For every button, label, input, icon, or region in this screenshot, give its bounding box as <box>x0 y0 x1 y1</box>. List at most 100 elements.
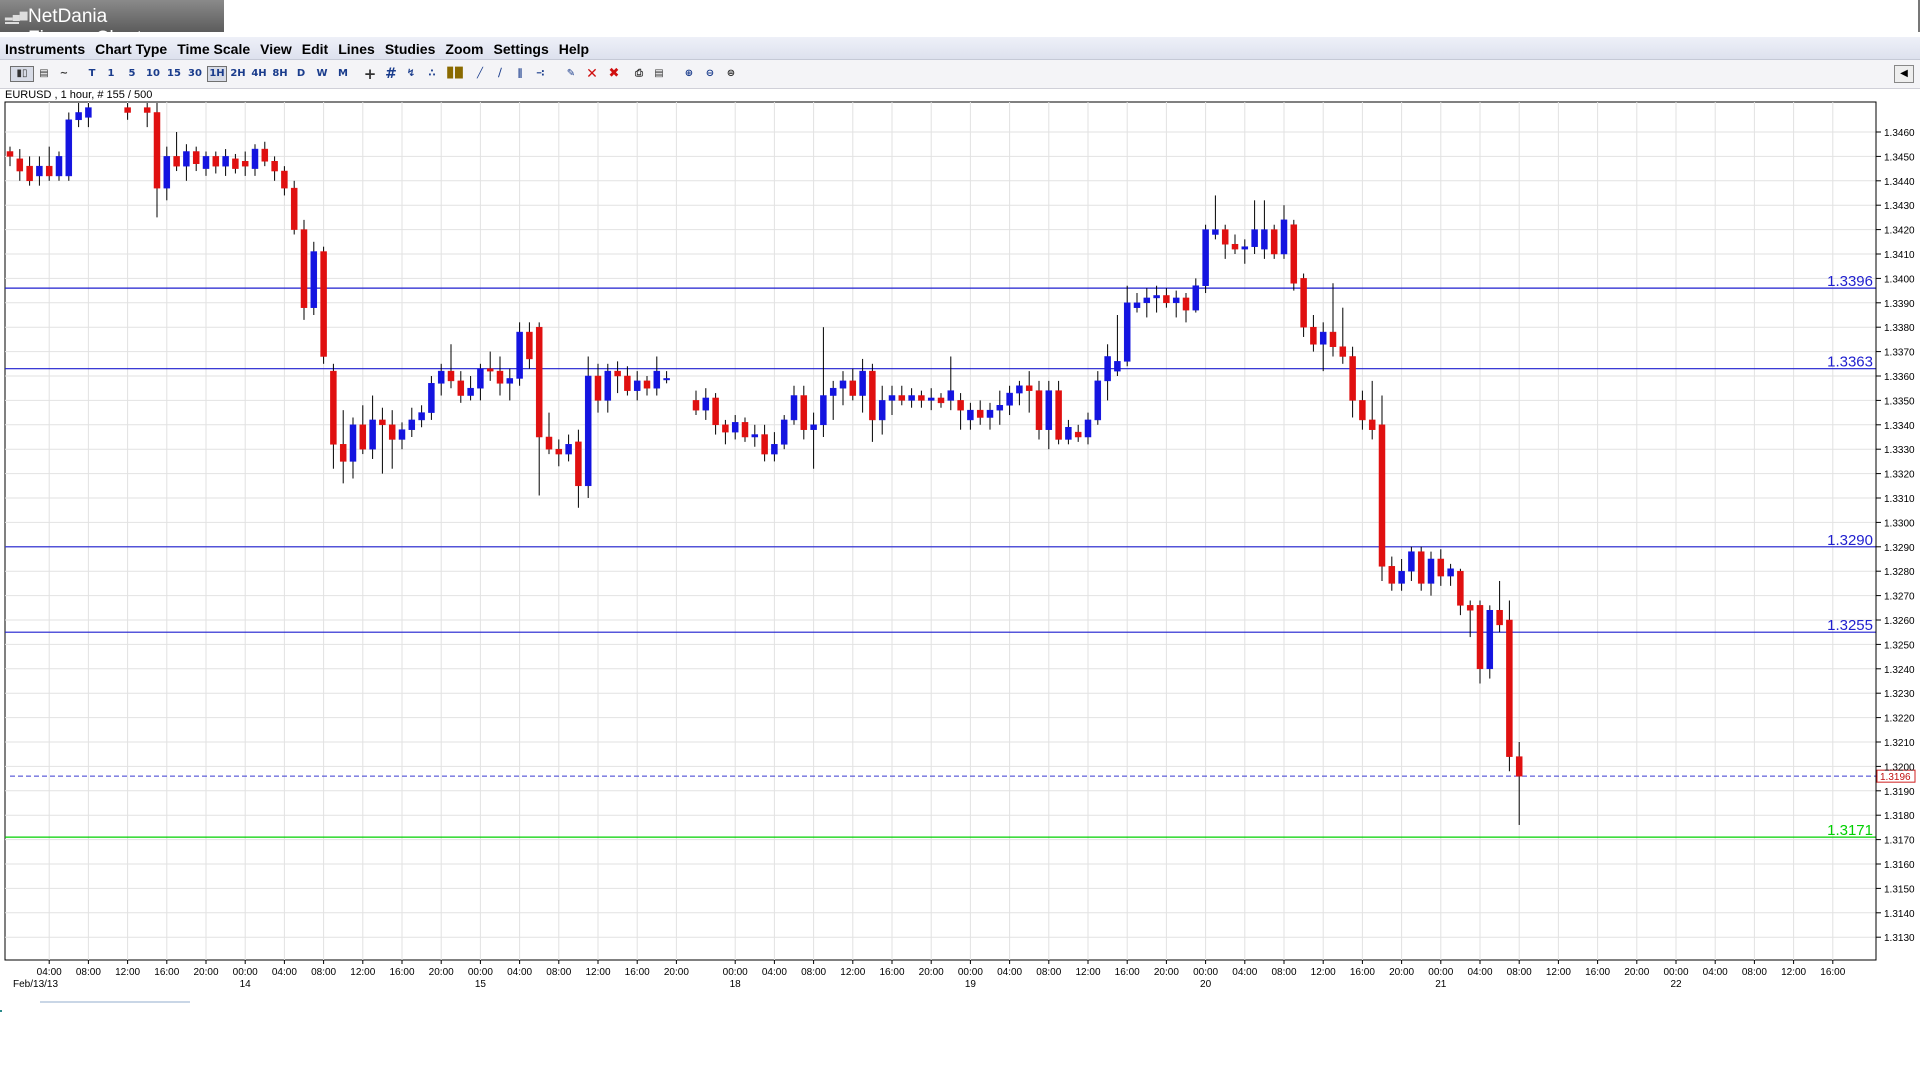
y-tick-label: 1.3250 <box>1884 640 1915 651</box>
x-tick-label: 04:00 <box>1467 967 1492 978</box>
timeframe-t-button[interactable]: T <box>88 68 96 79</box>
candle-body <box>771 444 778 455</box>
candle-body <box>124 107 131 113</box>
menu-time-scale[interactable]: Time Scale <box>177 41 251 57</box>
candle-body <box>751 434 759 438</box>
candle-body <box>408 419 416 430</box>
histogram-icon[interactable]: ▊█ <box>447 68 463 79</box>
timeframe-1-button[interactable]: 1 <box>107 68 115 79</box>
candle-body <box>1261 229 1268 250</box>
timeframe-30-button[interactable]: 30 <box>188 68 202 79</box>
timeframe-2h-button[interactable]: 2H <box>230 68 246 79</box>
candle-body <box>1280 219 1288 255</box>
candle-body <box>300 229 308 308</box>
zoom-reset-icon[interactable]: ⊜ <box>726 68 736 79</box>
candle-body <box>937 397 945 404</box>
timeframe-w-button[interactable]: W <box>316 68 328 79</box>
candle-body <box>663 378 670 381</box>
timeframe-10-button[interactable]: 10 <box>146 68 160 79</box>
candle-body <box>1466 605 1474 611</box>
x-tick-label: 12:00 <box>115 967 140 978</box>
channel-icon[interactable]: ⧸ <box>498 68 502 79</box>
x-tick-label: 00:00 <box>1428 967 1453 978</box>
candle-body <box>1035 390 1043 430</box>
fibonacci-icon[interactable]: ∥ <box>517 68 523 79</box>
y-tick-label: 1.3220 <box>1884 714 1915 725</box>
print-preview-icon[interactable]: ▤ <box>654 68 664 79</box>
price-scale-icon[interactable]: ↯ <box>406 68 416 79</box>
print-icon[interactable]: ⎙ <box>635 68 643 79</box>
y-tick-label: 1.3230 <box>1884 689 1915 700</box>
x-tick-label: 16:00 <box>1820 967 1845 978</box>
delete-all-lines-icon[interactable]: ✖ <box>608 66 620 81</box>
candle-body <box>712 397 719 426</box>
level-label: 1.3396 <box>1827 273 1873 290</box>
menu-view[interactable]: View <box>260 41 292 57</box>
candle-body <box>918 395 925 401</box>
candle-body <box>1143 297 1151 304</box>
scroll-strip[interactable] <box>40 1001 190 1003</box>
x-tick-label: 08:00 <box>1742 967 1767 978</box>
line-chart-icon[interactable]: ∼ <box>59 68 69 79</box>
candle-body <box>379 419 386 426</box>
y-tick-label: 1.3270 <box>1884 592 1915 603</box>
menu-help[interactable]: Help <box>558 41 590 57</box>
candle-body <box>731 422 739 433</box>
menu-instruments[interactable]: Instruments <box>5 41 86 57</box>
candle-body <box>241 161 249 167</box>
date-label: 18 <box>730 979 742 990</box>
menu-edit[interactable]: Edit <box>301 41 329 57</box>
x-tick-label: 00:00 <box>233 967 258 978</box>
timeframe-1h-button[interactable]: 1H <box>207 66 227 82</box>
candle-body <box>1506 619 1513 757</box>
timeframe-8h-button[interactable]: 8H <box>272 68 288 79</box>
candle-body <box>1104 356 1111 382</box>
timeframe-d-button[interactable]: D <box>296 68 306 79</box>
timeframe-m-button[interactable]: M <box>338 68 348 79</box>
menu-chart-type[interactable]: Chart Type <box>95 41 168 57</box>
x-tick-label: 20:00 <box>193 967 218 978</box>
edit-lines-icon[interactable]: ✎ <box>566 68 576 79</box>
x-tick-label: 16:00 <box>879 967 904 978</box>
candle-body <box>1329 331 1337 347</box>
candle-body <box>1300 278 1307 328</box>
candle-body <box>36 165 43 177</box>
level-label: 1.3363 <box>1827 354 1873 371</box>
crosshair-icon[interactable]: + <box>363 65 377 83</box>
grid-icon[interactable]: # <box>385 66 397 82</box>
y-tick-label: 1.3300 <box>1884 518 1915 529</box>
zoom-out-icon[interactable]: ⊖ <box>705 68 715 79</box>
candle-body <box>1251 229 1258 247</box>
menu-studies[interactable]: Studies <box>384 41 436 57</box>
timeframe-4h-button[interactable]: 4H <box>251 68 267 79</box>
candle-body <box>604 370 612 401</box>
candle-body <box>192 151 200 164</box>
zoom-in-icon[interactable]: ⊕ <box>684 68 694 79</box>
y-tick-label: 1.3310 <box>1884 494 1915 505</box>
x-tick-label: 04:00 <box>37 967 62 978</box>
menu-lines[interactable]: Lines <box>338 41 375 57</box>
candle-body <box>1202 229 1209 286</box>
menu-zoom[interactable]: Zoom <box>445 41 484 57</box>
plot-area <box>4 101 1877 961</box>
y-tick-label: 1.3160 <box>1884 860 1915 871</box>
x-tick-label: 00:00 <box>1193 967 1218 978</box>
delete-line-icon[interactable]: ✕ <box>586 66 598 82</box>
candle-body <box>1163 295 1170 304</box>
x-tick-label: 16:00 <box>625 967 650 978</box>
menu-settings[interactable]: Settings <box>493 41 549 57</box>
candle-body <box>820 395 827 426</box>
candle-body <box>702 397 710 411</box>
candle-body <box>1368 419 1376 430</box>
volume-icon[interactable]: ∴ <box>428 68 436 79</box>
candlestick-chart-icon[interactable]: ▮▯ <box>10 66 34 82</box>
fan-lines-icon[interactable]: ∹ <box>535 68 545 79</box>
panel-toggle-icon[interactable]: ◀ <box>1894 65 1914 83</box>
timeframe-15-button[interactable]: 15 <box>167 68 181 79</box>
bar-chart-icon[interactable]: ▤ <box>39 68 49 79</box>
x-tick-label: 00:00 <box>468 967 493 978</box>
timeframe-5-button[interactable]: 5 <box>128 68 136 79</box>
candle-body <box>349 424 357 462</box>
trendline-icon[interactable]: ╱ <box>476 68 484 79</box>
